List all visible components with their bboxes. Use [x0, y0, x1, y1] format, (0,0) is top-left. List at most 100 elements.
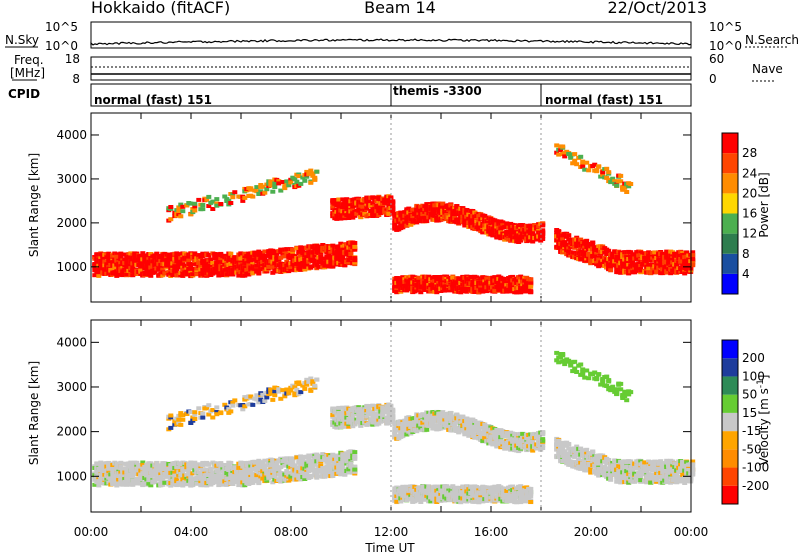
data-cell — [174, 477, 180, 482]
data-cell — [252, 463, 258, 467]
data-cell — [108, 267, 114, 272]
data-cell — [350, 413, 356, 417]
data-cell — [148, 474, 154, 479]
data-cell — [310, 250, 316, 255]
data-cell — [258, 189, 264, 194]
data-cell — [184, 203, 190, 208]
data-cell — [280, 388, 286, 393]
data-cell — [126, 254, 132, 259]
data-cell — [114, 464, 120, 469]
data-cell — [434, 275, 440, 279]
data-cell — [294, 387, 300, 392]
data-cell — [464, 416, 470, 421]
data-cell — [180, 417, 186, 422]
data-cell — [228, 264, 234, 268]
data-cell — [196, 261, 202, 265]
data-cell — [286, 183, 292, 188]
data-cell — [214, 203, 220, 208]
data-cell — [348, 461, 354, 466]
data-cell — [206, 204, 212, 208]
data-cell — [294, 246, 300, 251]
data-cell — [266, 474, 272, 479]
data-cell — [188, 475, 194, 480]
data-cell — [262, 466, 268, 471]
data-cell — [334, 425, 340, 430]
data-cell — [210, 415, 216, 420]
data-cell — [168, 217, 174, 222]
data-cell — [96, 479, 102, 484]
data-cell — [342, 472, 348, 477]
data-cell — [376, 412, 382, 417]
data-cell — [148, 273, 154, 278]
data-cell — [458, 420, 464, 425]
data-cell — [358, 208, 364, 213]
data-cell — [302, 477, 308, 481]
data-cell — [228, 251, 234, 256]
data-cell — [350, 415, 356, 420]
data-cell — [358, 416, 364, 421]
data-cell — [312, 175, 318, 180]
data-cell — [240, 407, 246, 412]
data-cell — [256, 481, 262, 486]
data-cell — [276, 387, 282, 392]
data-cell — [262, 398, 268, 403]
data-cell — [204, 406, 210, 411]
data-cell — [300, 245, 306, 250]
data-cell — [222, 402, 228, 407]
data-cell — [178, 411, 184, 416]
data-cell — [420, 420, 426, 425]
data-cell — [138, 264, 144, 269]
data-cell — [340, 464, 346, 469]
data-cell — [404, 432, 410, 437]
data-cell — [134, 460, 140, 465]
data-cell — [98, 476, 104, 481]
data-cell — [352, 260, 358, 265]
data-cell — [228, 201, 234, 205]
data-cell — [456, 429, 462, 434]
data-cell — [210, 269, 216, 274]
data-cell — [306, 171, 312, 176]
data-cell — [302, 386, 308, 391]
data-cell — [324, 465, 330, 470]
data-cell — [418, 216, 424, 221]
data-cell — [444, 213, 450, 217]
data-cell — [346, 412, 352, 416]
data-cell — [194, 481, 200, 486]
data-cell — [328, 455, 334, 460]
data-cell — [406, 281, 412, 286]
data-cell — [244, 477, 250, 482]
data-cell — [394, 434, 400, 439]
data-cell — [152, 479, 158, 484]
data-cell — [176, 212, 182, 217]
data-cell — [176, 461, 182, 466]
data-cell — [236, 483, 242, 488]
data-cell — [418, 425, 424, 430]
data-cell — [408, 277, 414, 282]
data-cell — [462, 286, 468, 291]
data-cell — [266, 264, 272, 269]
data-cell — [366, 199, 372, 204]
data-cell — [286, 391, 292, 396]
data-cell — [260, 267, 266, 272]
data-cell — [388, 195, 394, 200]
data-cell — [418, 290, 424, 295]
data-cell — [276, 181, 282, 186]
data-cell — [272, 389, 278, 394]
data-cell — [230, 403, 236, 408]
data-cell — [310, 459, 316, 464]
data-cell — [292, 177, 298, 182]
data-cell — [142, 260, 148, 264]
data-cell — [190, 481, 196, 486]
data-cell — [300, 175, 306, 180]
data-cell — [192, 410, 198, 415]
data-cell — [130, 482, 136, 487]
data-cell — [192, 204, 198, 209]
data-cell — [370, 409, 376, 414]
data-cell — [206, 462, 212, 467]
data-cell — [440, 410, 446, 415]
data-cell — [196, 470, 202, 475]
data-cell — [352, 244, 358, 249]
data-cell — [262, 256, 268, 261]
data-cell — [192, 251, 198, 256]
